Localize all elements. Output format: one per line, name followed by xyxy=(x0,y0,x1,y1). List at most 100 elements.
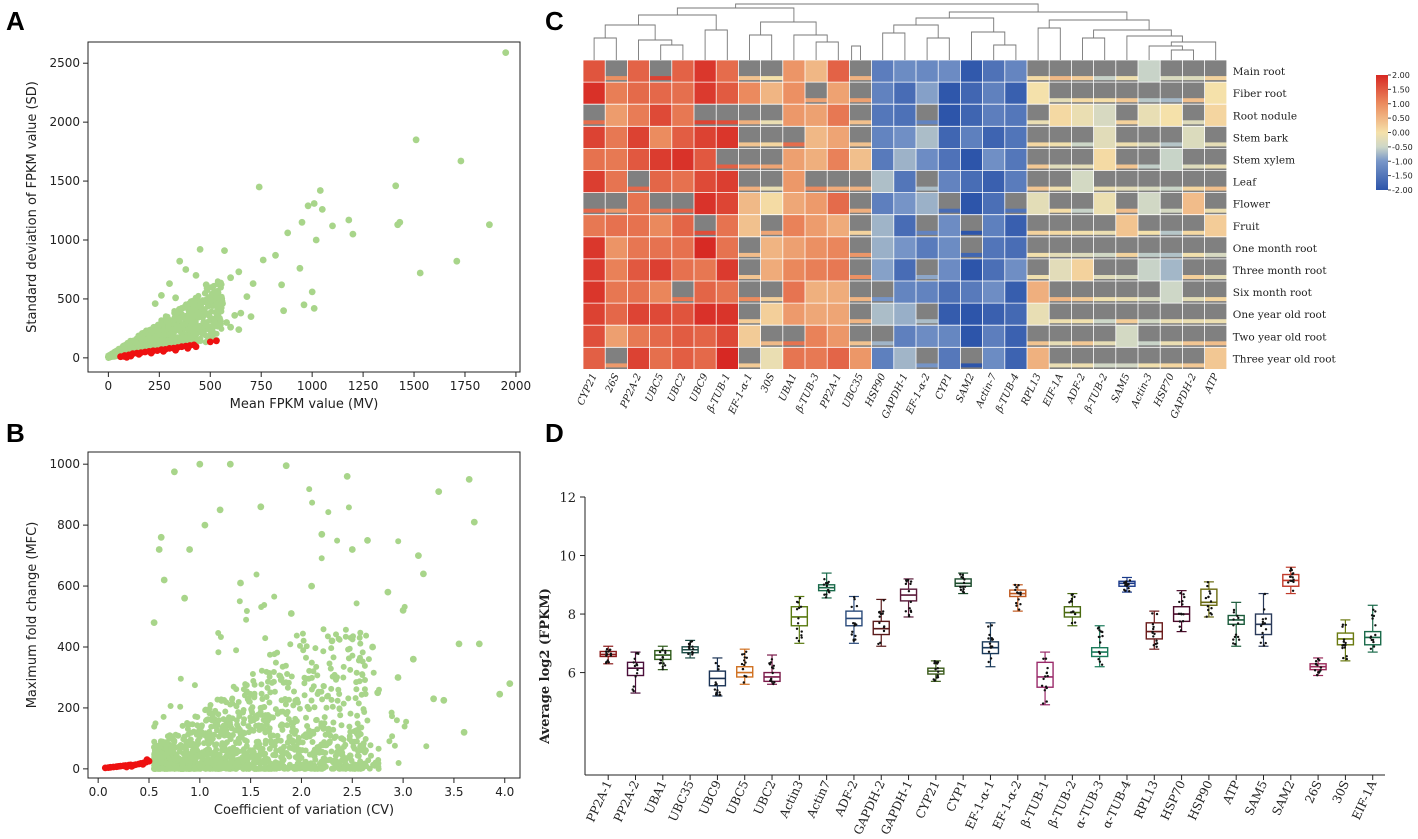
heatmap-cell xyxy=(1204,214,1227,237)
box xyxy=(1145,610,1163,650)
data-point xyxy=(279,663,286,670)
sample-point xyxy=(1046,666,1049,670)
sample-point xyxy=(1155,645,1158,648)
dendrogram-link xyxy=(638,39,673,60)
heatmap-cell xyxy=(871,214,894,237)
sample-point xyxy=(795,636,798,640)
sample-point xyxy=(879,612,883,616)
data-point xyxy=(176,328,183,334)
data-point xyxy=(312,236,320,244)
heatmap-cell xyxy=(1093,192,1116,215)
data-point xyxy=(277,677,284,683)
sample-point xyxy=(904,582,908,586)
data-point xyxy=(216,506,224,514)
data-point xyxy=(375,757,382,763)
heatmap-cell-band xyxy=(1027,275,1050,279)
sample-point xyxy=(1125,582,1129,586)
sample-point xyxy=(882,599,885,602)
data-point xyxy=(190,728,197,735)
data-point xyxy=(320,742,326,749)
data-point xyxy=(341,758,348,765)
data-point xyxy=(174,309,181,316)
data-point xyxy=(347,710,354,717)
sample-point xyxy=(659,661,663,665)
data-point xyxy=(350,633,356,640)
sample-point xyxy=(1371,617,1374,620)
heatmap-cell-band xyxy=(1049,230,1072,235)
data-point xyxy=(267,651,273,658)
heatmap-cell xyxy=(694,148,717,171)
heatmap-cell xyxy=(1160,104,1183,127)
data-point xyxy=(214,323,221,330)
heatmap-cell xyxy=(938,170,961,193)
data-point xyxy=(300,637,307,644)
heatmap-cell xyxy=(671,303,694,326)
heatmap-cell-band xyxy=(1204,252,1227,257)
heatmap-cell xyxy=(893,126,916,149)
heatmap-cell xyxy=(627,82,650,105)
data-point xyxy=(166,280,173,287)
sample-point xyxy=(1152,627,1155,631)
sample-point xyxy=(631,688,634,691)
data-point xyxy=(231,312,239,319)
y-tick-label: 10 xyxy=(559,550,576,565)
data-point xyxy=(248,707,255,714)
data-point xyxy=(147,349,155,357)
box xyxy=(1200,581,1218,618)
heatmap-cell xyxy=(916,325,939,348)
heatmap-cell xyxy=(1027,281,1050,304)
sample-point xyxy=(936,674,939,677)
data-point xyxy=(375,765,382,772)
data-point xyxy=(389,713,395,720)
data-point xyxy=(198,722,205,729)
sample-point xyxy=(990,624,993,627)
data-point xyxy=(289,737,296,744)
y-tick-label: 200 xyxy=(57,701,80,715)
sample-point xyxy=(743,652,746,656)
heatmap-cell-band xyxy=(760,341,783,346)
data-point xyxy=(292,697,299,704)
data-point xyxy=(284,722,291,729)
data-point xyxy=(389,733,396,740)
row-label: Fruit xyxy=(1233,221,1260,233)
heatmap-cell xyxy=(716,192,739,215)
data-point xyxy=(277,737,284,744)
sample-point xyxy=(1237,616,1240,620)
heatmap-cell xyxy=(1093,126,1116,149)
sample-point xyxy=(823,578,826,581)
sample-point xyxy=(1263,622,1267,625)
sample-point xyxy=(1016,591,1019,594)
data-point xyxy=(290,702,297,709)
data-point xyxy=(192,713,199,720)
heatmap-cell xyxy=(694,170,717,193)
data-point xyxy=(327,665,334,672)
heatmap-cell xyxy=(1004,303,1027,326)
sample-point xyxy=(1263,608,1266,611)
heatmap-cell-band xyxy=(1182,76,1205,81)
data-point xyxy=(251,765,258,772)
data-point xyxy=(226,719,233,726)
heatmap-cell xyxy=(760,258,783,281)
sample-point xyxy=(1319,669,1322,672)
data-point xyxy=(150,328,157,335)
box xyxy=(1009,583,1027,612)
column-label: RPL13 xyxy=(1019,372,1044,408)
heatmap-cell-band xyxy=(1182,230,1205,235)
data-point xyxy=(392,182,400,190)
heatmap-cell xyxy=(760,347,783,370)
data-point xyxy=(311,765,318,772)
sample-point xyxy=(882,626,886,629)
y-tick-label: 1500 xyxy=(49,174,80,188)
sample-point xyxy=(743,674,746,678)
sample-point xyxy=(744,661,747,664)
data-point xyxy=(284,229,292,237)
heatmap-cell-band xyxy=(1160,98,1183,103)
data-point xyxy=(242,737,249,744)
sample-point xyxy=(797,639,801,643)
data-point xyxy=(150,619,158,626)
data-point xyxy=(205,734,212,741)
data-point xyxy=(415,552,422,559)
data-point xyxy=(209,750,216,757)
data-point xyxy=(298,218,306,226)
